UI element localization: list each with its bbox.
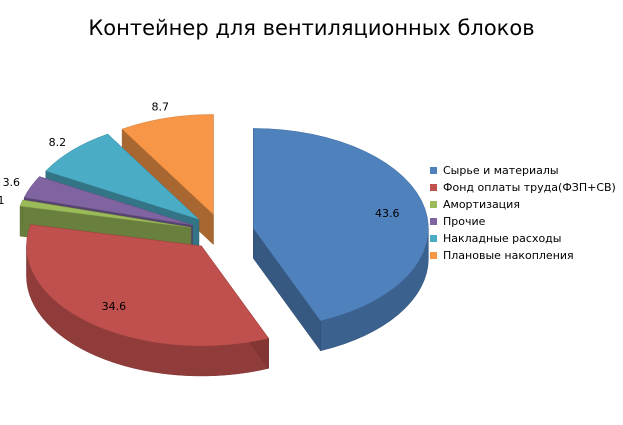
- legend-item-depreciation: Амортизация: [430, 196, 616, 213]
- pie-slice: [26, 224, 270, 377]
- legend-item-planned-savings: Плановые накопления: [430, 247, 616, 264]
- pie-slice-top: [121, 114, 214, 216]
- pie-slice-top: [45, 133, 200, 220]
- legend-item-raw-materials: Сырье и материалы: [430, 162, 616, 179]
- legend: Сырье и материалы Фонд оплаты труда(ФЗП+…: [430, 162, 616, 264]
- legend-label: Плановые накопления: [443, 249, 574, 262]
- pie-data-label: 3.6: [3, 176, 21, 189]
- legend-item-other: Прочие: [430, 213, 616, 230]
- legend-label: Фонд оплаты труда(ФЗП+СВ): [443, 181, 616, 194]
- legend-label: Накладные расходы: [443, 232, 562, 245]
- legend-item-overhead: Накладные расходы: [430, 230, 616, 247]
- pie-data-label: 8.7: [152, 101, 170, 114]
- legend-swatch: [430, 235, 437, 242]
- chart-title: Контейнер для вентиляционных блоков: [88, 16, 535, 40]
- pie-slice: [253, 128, 429, 352]
- pie-data-label: 8.2: [49, 136, 67, 149]
- pie-slice-top: [23, 176, 193, 226]
- pie-slice-top: [26, 224, 270, 347]
- legend-swatch: [430, 218, 437, 225]
- pie-data-label: 43.6: [375, 207, 400, 220]
- pie-data-label: 1: [0, 194, 4, 207]
- legend-label: Амортизация: [443, 198, 520, 211]
- pie-data-label: 34.6: [102, 300, 127, 313]
- pie-slice-top: [253, 128, 429, 322]
- legend-swatch: [430, 201, 437, 208]
- legend-label: Прочие: [443, 215, 486, 228]
- legend-swatch: [430, 184, 437, 191]
- legend-item-payroll: Фонд оплаты труда(ФЗП+СВ): [430, 179, 616, 196]
- legend-swatch: [430, 167, 437, 174]
- legend-swatch: [430, 252, 437, 259]
- legend-label: Сырье и материалы: [443, 164, 559, 177]
- pie-slice-top: [19, 199, 192, 228]
